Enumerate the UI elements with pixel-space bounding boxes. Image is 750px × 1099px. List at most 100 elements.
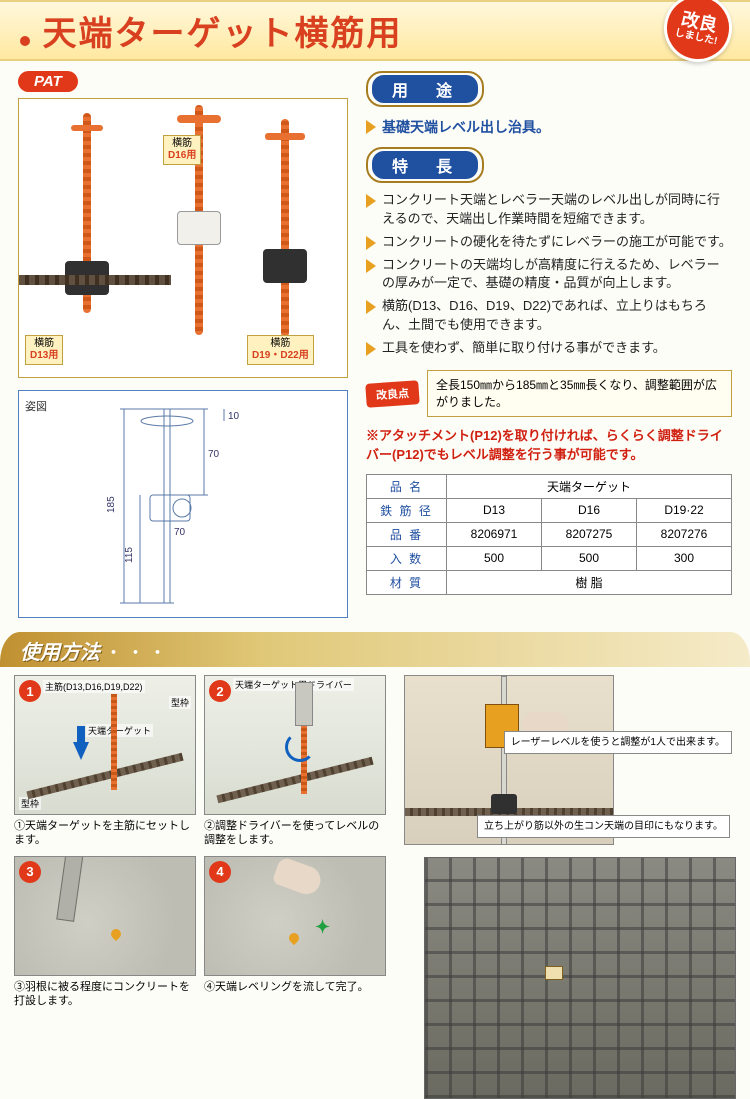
label-d13: 横筋 D13用	[25, 335, 63, 365]
dim-70a: 70	[208, 449, 220, 460]
step1-caption: ①天端ターゲットを主筋にセットします。	[14, 819, 196, 848]
dimension-diagram: 姿図 185	[18, 390, 348, 618]
th-mat: 材 質	[367, 570, 447, 594]
clip-d19	[263, 249, 307, 283]
label-d16: 横筋 D16用	[163, 135, 201, 165]
laser-callout: レーザーレベルを使うと調整が1人で出来ます。	[504, 731, 732, 754]
label-d16-top: 横筋	[172, 138, 192, 149]
label-d19-main: D19・D22用	[252, 350, 309, 362]
step3-figure: 3	[14, 856, 196, 976]
feature-text: 横筋(D13、D16、D19、D22)であれば、立上りはもちろん、土間でも使用で…	[382, 297, 732, 335]
rod-d19	[281, 119, 289, 337]
td: 500	[542, 546, 637, 570]
table-row: 品 名 天端ターゲット	[367, 474, 732, 498]
td: 300	[637, 546, 732, 570]
swirl-arrow-icon	[285, 732, 315, 762]
label-target: 天端ターゲット	[86, 724, 153, 737]
feature-item: 横筋(D13、D16、D19、D22)であれば、立上りはもちろん、土間でも使用で…	[366, 295, 732, 337]
diagram-svg: 185 115 70 10 70	[74, 403, 314, 613]
step-number: 2	[209, 680, 231, 702]
triangle-icon	[366, 342, 376, 356]
usage-area: 1 主筋(D13,D16,D19,D22) 型枠 天端ターゲット 型枠 ①天端タ…	[0, 667, 750, 1008]
product-illustration: 横筋 D13用 横筋 D16用 横筋 D19・D22用	[18, 98, 348, 378]
label-main-rebar: 主筋(D13,D16,D19,D22)	[43, 680, 145, 693]
dim-10: 10	[228, 411, 240, 422]
sketch-concrete	[15, 857, 195, 975]
th-qty: 入 数	[367, 546, 447, 570]
feature-item: コンクリートの硬化を待たずにレベラーの施工が可能です。	[366, 231, 732, 254]
td: D13	[447, 498, 542, 522]
table-row: 材 質 樹 脂	[367, 570, 732, 594]
improved-badge: 改良 しました!	[658, 0, 739, 68]
usage-title: 使用方法	[20, 642, 100, 664]
spec-table: 品 名 天端ターゲット 鉄 筋 径 D13 D16 D19·22 品 番 820…	[366, 474, 732, 595]
feature-text: 工具を使わず、簡単に取り付ける事ができます。	[382, 339, 666, 358]
td: D19·22	[637, 498, 732, 522]
step1-figure: 1 主筋(D13,D16,D19,D22) 型枠 天端ターゲット 型枠	[14, 675, 196, 815]
improvement-text: 全長150㎜から185㎜と35㎜長くなり、調整範囲が広がりました。	[427, 370, 732, 418]
label-d13-main: D13用	[30, 350, 58, 362]
spark-icon: ✦	[315, 917, 330, 938]
photo-column: レーザーレベルを使うと調整が1人で出来ます。 立ち上がり筋以外の生コン天端の目印…	[404, 675, 736, 1008]
header-dot	[20, 36, 30, 46]
clip-d16	[177, 211, 221, 245]
diagram-label: 姿図	[25, 401, 47, 413]
step4-figure: 4 ✦	[204, 856, 386, 976]
step2-caption: ②調整ドライバーを使ってレベルの調整をします。	[204, 819, 386, 848]
triangle-icon	[366, 300, 376, 314]
label-form-b: 型枠	[19, 797, 41, 810]
triangle-icon	[366, 120, 376, 134]
step4-caption: ④天端レベリングを流して完了。	[204, 980, 386, 994]
features-pill: 特 長	[366, 147, 484, 183]
step-number: 1	[19, 680, 41, 702]
step-number: 3	[19, 861, 41, 883]
sketch-rebar	[216, 757, 373, 803]
step-2: 2 天端ターゲット用ドライバー ②調整ドライバーを使ってレベルの調整をします。	[204, 675, 386, 848]
td-name: 天端ターゲット	[447, 474, 732, 498]
pat-badge: PAT	[18, 71, 78, 92]
feature-item: 工具を使わず、簡単に取り付ける事ができます。	[366, 337, 732, 360]
purpose-heading: 用 途	[372, 75, 478, 103]
table-row: 入 数 500 500 300	[367, 546, 732, 570]
label-d19: 横筋 D19・D22用	[247, 335, 314, 365]
steps-column: 1 主筋(D13,D16,D19,D22) 型枠 天端ターゲット 型枠 ①天端タ…	[14, 675, 394, 1008]
table-row: 鉄 筋 径 D13 D16 D19·22	[367, 498, 732, 522]
step-3: 3 ③羽根に被る程度にコンクリートを打設します。	[14, 856, 196, 1009]
label-driver: 天端ターゲット用ドライバー	[233, 678, 354, 691]
purpose-pill: 用 途	[366, 71, 484, 107]
td: 500	[447, 546, 542, 570]
sketch-clip	[491, 794, 517, 814]
usage-dots: ・・・	[104, 643, 170, 663]
td: 8207276	[637, 522, 732, 546]
features-heading: 特 長	[372, 151, 478, 179]
step3-caption: ③羽根に被る程度にコンクリートを打設します。	[14, 980, 196, 1009]
feature-item: コンクリートの天端均しが高精度に行えるため、レベラーの厚みが一定で、基礎の精度・…	[366, 254, 732, 296]
step2-figure: 2 天端ターゲット用ドライバー	[204, 675, 386, 815]
td: 8207275	[542, 522, 637, 546]
th-name: 品 名	[367, 474, 447, 498]
purpose-line: 基礎天端レベル出し治具。	[366, 113, 732, 147]
left-column: PAT 横筋 D13用 横筋 D16用 横筋 D19・D22用 姿図	[18, 71, 348, 618]
header-bar: 天端ターゲット横筋用 改良 しました!	[0, 0, 750, 61]
feature-list: コンクリート天端とレベラー天端のレベル出しが同時に行えるので、天端出し作業時間を…	[366, 189, 732, 360]
feature-text: コンクリート天端とレベラー天端のレベル出しが同時に行えるので、天端出し作業時間を…	[382, 191, 732, 229]
th-code: 品 番	[367, 522, 447, 546]
label-d19-top: 横筋	[270, 338, 290, 349]
improvement-tag: 改良点	[365, 380, 420, 408]
right-column: 用 途 基礎天端レベル出し治具。 特 長 コンクリート天端とレベラー天端のレベル…	[366, 71, 732, 618]
td: D16	[542, 498, 637, 522]
purpose-text: 基礎天端レベル出し治具。	[382, 117, 550, 137]
attachment-note: ※アタッチメント(P12)を取り付ければ、らくらく調整ドライバー(P12)でもレ…	[366, 427, 732, 463]
dim-70b: 70	[174, 527, 186, 538]
feature-item: コンクリート天端とレベラー天端のレベル出しが同時に行えるので、天端出し作業時間を…	[366, 189, 732, 231]
feature-text: コンクリートの天端均しが高精度に行えるため、レベラーの厚みが一定で、基礎の精度・…	[382, 256, 732, 294]
page-title: 天端ターゲット横筋用	[42, 15, 402, 53]
triangle-icon	[366, 236, 376, 250]
td: 8206971	[447, 522, 542, 546]
arrow-down-icon	[73, 742, 89, 760]
th-dia: 鉄 筋 径	[367, 498, 447, 522]
improvement-row: 改良点 全長150㎜から185㎜と35㎜長くなり、調整範囲が広がりました。	[366, 370, 732, 418]
step-4: 4 ✦ ④天端レベリングを流して完了。	[204, 856, 386, 1009]
sketch-rod	[111, 694, 117, 790]
dim-185: 185	[106, 496, 117, 513]
